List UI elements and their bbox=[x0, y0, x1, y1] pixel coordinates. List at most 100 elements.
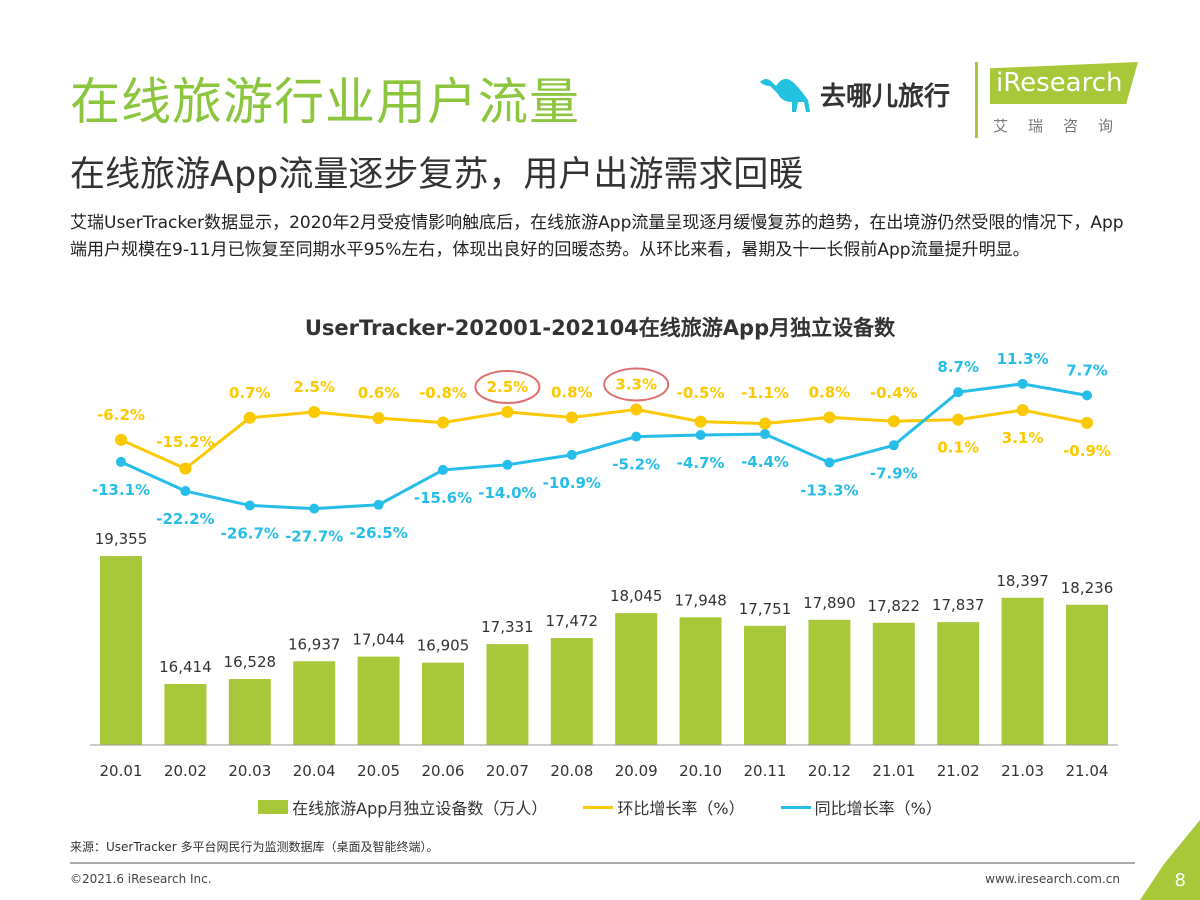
source-note: 来源：UserTracker 多平台网民行为监测数据库（桌面及智能终端）。 bbox=[70, 840, 439, 854]
data-point bbox=[759, 417, 771, 430]
website-link[interactable]: www.iresearch.com.cn bbox=[985, 872, 1120, 886]
qunar-logo-text: 去哪儿旅行 bbox=[820, 81, 951, 112]
data-point bbox=[1082, 390, 1092, 401]
page-title: 在线旅游行业用户流量 bbox=[70, 73, 580, 131]
line-value-label: -26.5% bbox=[349, 524, 407, 542]
data-point bbox=[309, 503, 320, 514]
bar bbox=[228, 679, 271, 745]
line-value-label: -0.4% bbox=[870, 384, 918, 402]
data-point bbox=[887, 415, 900, 428]
data-point bbox=[1016, 404, 1029, 417]
iresearch-logo-cn: 艾瑞咨询 bbox=[993, 117, 1134, 135]
copyright: ©2021.6 iResearch Inc. bbox=[70, 872, 212, 886]
legend-bar: 在线旅游App月独立设备数（万人） bbox=[258, 795, 547, 819]
x-tick-label: 21.01 bbox=[872, 762, 915, 780]
line-value-label: -4.4% bbox=[741, 453, 789, 471]
chart-title: UserTracker-202001-202104在线旅游App月独立设备数 bbox=[304, 316, 896, 340]
line-value-label: -5.2% bbox=[612, 456, 660, 474]
data-point bbox=[1017, 378, 1028, 389]
description: 艾瑞UserTracker数据显示，2020年2月受疫情影响触底后，在线旅游Ap… bbox=[70, 213, 1124, 260]
line-value-label: -13.1% bbox=[92, 481, 150, 499]
line-value-label: 3.1% bbox=[1002, 429, 1044, 447]
legend-yoy: 同比增长率（%） bbox=[780, 795, 942, 819]
line-value-label: -0.5% bbox=[677, 384, 725, 402]
bar-value-label: 17,948 bbox=[674, 591, 727, 609]
line-value-label: -13.3% bbox=[800, 482, 858, 500]
bar bbox=[293, 661, 336, 745]
x-tick-label: 20.01 bbox=[100, 762, 143, 780]
data-point bbox=[180, 486, 191, 497]
bar-value-label: 17,044 bbox=[352, 631, 405, 649]
data-point bbox=[502, 459, 513, 470]
data-point bbox=[760, 429, 770, 440]
line-value-label: 2.5% bbox=[487, 378, 529, 396]
x-tick-label: 20.05 bbox=[357, 762, 400, 780]
bar-value-label: 16,414 bbox=[159, 658, 212, 676]
bar-value-label: 17,890 bbox=[803, 594, 856, 612]
highlight-circle bbox=[603, 367, 670, 402]
x-tick-label: 20.04 bbox=[293, 762, 336, 780]
line-value-label: 0.6% bbox=[358, 384, 400, 402]
x-tick-label: 21.04 bbox=[1066, 762, 1109, 780]
x-tick-label: 20.07 bbox=[486, 762, 529, 780]
bar-value-label: 18,236 bbox=[1061, 579, 1114, 597]
bar bbox=[615, 613, 658, 745]
line-value-label: 0.8% bbox=[809, 383, 851, 401]
chart: 19,355 20.01 16,414 20.02 16,528 20.03 16,937 2… bbox=[90, 350, 1118, 780]
iresearch-logo: iResearch bbox=[990, 62, 1138, 104]
data-point bbox=[565, 411, 578, 424]
data-point bbox=[244, 500, 255, 511]
series-line bbox=[120, 382, 1088, 511]
data-point bbox=[372, 412, 385, 425]
data-point bbox=[243, 411, 256, 424]
line-value-label: -27.7% bbox=[285, 528, 343, 546]
data-point bbox=[1081, 416, 1093, 429]
footer-divider bbox=[70, 862, 1135, 864]
bar-value-label: 17,331 bbox=[481, 618, 534, 636]
page-number: 8 bbox=[1174, 870, 1186, 891]
line-value-label: 0.8% bbox=[551, 383, 593, 401]
x-tick-label: 20.09 bbox=[615, 762, 658, 780]
bar bbox=[422, 662, 464, 745]
line-value-label: -0.9% bbox=[1063, 442, 1111, 460]
bar-value-label: 17,472 bbox=[546, 612, 599, 630]
x-tick-label: 20.03 bbox=[228, 762, 271, 780]
camel-icon bbox=[760, 78, 810, 112]
line-value-label: -10.9% bbox=[543, 474, 601, 492]
data-point bbox=[630, 403, 643, 416]
bar-value-label: 19,355 bbox=[95, 530, 148, 548]
data-point bbox=[308, 406, 321, 418]
bar-value-label: 16,905 bbox=[417, 637, 470, 655]
line-value-label: 3.3% bbox=[615, 375, 657, 393]
line-value-label: 8.7% bbox=[937, 358, 979, 376]
bar-value-label: 17,837 bbox=[932, 596, 985, 614]
data-point bbox=[566, 449, 577, 460]
bar bbox=[357, 656, 400, 745]
bar-value-label: 16,528 bbox=[224, 653, 277, 671]
data-point bbox=[373, 499, 384, 510]
data-point bbox=[179, 462, 192, 475]
logo-divider bbox=[975, 62, 978, 138]
bar bbox=[100, 556, 142, 745]
line-value-label: -1.1% bbox=[741, 384, 789, 402]
bar bbox=[808, 619, 851, 745]
legend-mom-swatch bbox=[583, 805, 614, 809]
data-point bbox=[694, 415, 707, 428]
x-tick-label: 20.06 bbox=[422, 762, 465, 780]
legend: 在线旅游App月独立设备数（万人） 环比增长率（%） 同比增长率（%） bbox=[0, 795, 1200, 819]
x-tick-label: 20.10 bbox=[679, 762, 722, 780]
data-point bbox=[437, 416, 449, 429]
bar bbox=[550, 637, 593, 745]
bar bbox=[486, 644, 529, 745]
data-point bbox=[631, 431, 642, 442]
line-value-label: -26.7% bbox=[221, 524, 279, 542]
data-point bbox=[116, 456, 126, 467]
line-value-label: -7.9% bbox=[870, 464, 918, 482]
bar bbox=[872, 622, 915, 745]
x-tick-label: 21.02 bbox=[937, 762, 980, 780]
bar-value-label: 17,822 bbox=[868, 597, 921, 615]
x-tick-label: 20.11 bbox=[744, 762, 787, 780]
x-tick-label: 20.12 bbox=[808, 762, 851, 780]
bar-value-label: 17,751 bbox=[739, 600, 792, 618]
bar bbox=[164, 684, 207, 745]
